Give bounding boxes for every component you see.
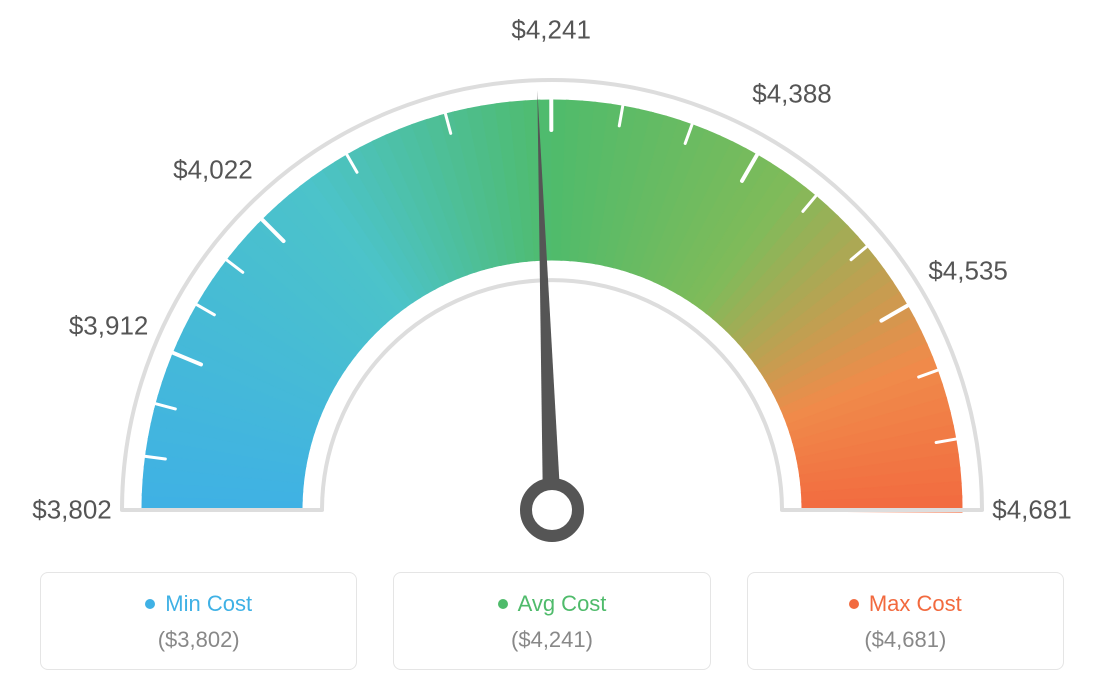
legend-value-avg: ($4,241) [404, 627, 699, 653]
legend-label-max: Max Cost [869, 591, 962, 617]
legend-box-min: Min Cost ($3,802) [40, 572, 357, 670]
legend-value-max: ($4,681) [758, 627, 1053, 653]
legend-dot-max [849, 599, 859, 609]
gauge-tick-label: $4,241 [511, 15, 591, 46]
gauge-chart-container: $3,802 $3,912 $4,022 $4,241 $4,388 $4,535 $4,6… [0, 0, 1104, 690]
legend-title-max: Max Cost [758, 591, 1053, 617]
legend-box-max: Max Cost ($4,681) [747, 572, 1064, 670]
gauge-tick-label: $3,912 [69, 311, 149, 342]
gauge-tick-label: $4,022 [173, 155, 253, 186]
legend-dot-min [145, 599, 155, 609]
legend-label-min: Min Cost [165, 591, 252, 617]
legend-title-avg: Avg Cost [404, 591, 699, 617]
legend-dot-avg [498, 599, 508, 609]
gauge-tick-label: $4,535 [928, 255, 1008, 286]
legend-label-avg: Avg Cost [518, 591, 607, 617]
legend-title-min: Min Cost [51, 591, 346, 617]
legend-row: Min Cost ($3,802) Avg Cost ($4,241) Max … [0, 572, 1104, 670]
gauge-tick-label: $3,802 [32, 495, 112, 526]
gauge-tick-label: $4,681 [992, 495, 1072, 526]
gauge-area: $3,802 $3,912 $4,022 $4,241 $4,388 $4,535 $4,6… [0, 0, 1104, 560]
legend-box-avg: Avg Cost ($4,241) [393, 572, 710, 670]
gauge-tick-label: $4,388 [752, 79, 832, 110]
legend-value-min: ($3,802) [51, 627, 346, 653]
